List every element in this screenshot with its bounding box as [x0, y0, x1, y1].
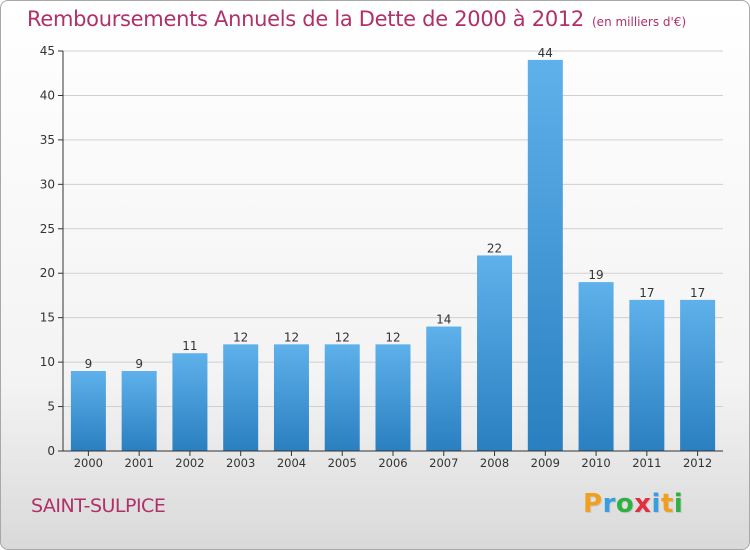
logo-letter: i [673, 489, 684, 519]
chart-title-text: Remboursements Annuels de la Dette de 20… [27, 7, 584, 31]
bar [223, 344, 259, 451]
bar [426, 326, 462, 451]
bar [477, 255, 513, 451]
bar [121, 371, 157, 451]
y-tick-label: 0 [47, 444, 55, 458]
y-tick-label: 30 [40, 177, 55, 191]
bar [527, 59, 563, 452]
bar [578, 282, 614, 451]
y-tick-label: 20 [40, 266, 55, 280]
data-label: 12 [284, 330, 299, 344]
data-label: 12 [385, 330, 400, 344]
logo-letter: o [615, 489, 635, 519]
logo-letter: r [602, 489, 616, 519]
x-tick-label: 2007 [429, 456, 458, 470]
x-tick-label: 2009 [531, 456, 560, 470]
x-tick-label: 2005 [328, 456, 357, 470]
data-label: 12 [233, 330, 248, 344]
bar [70, 371, 106, 451]
x-tick-label: 2011 [632, 456, 661, 470]
proxiti-logo: Proxiti [583, 489, 683, 519]
x-tick-label: 2004 [277, 456, 306, 470]
chart-subtitle: (en milliers d'€) [592, 15, 687, 29]
bar [273, 344, 309, 451]
logo-letter: i [651, 489, 661, 519]
data-label: 22 [487, 241, 502, 255]
y-tick-label: 35 [40, 133, 55, 147]
x-tick-label: 2012 [683, 456, 712, 470]
data-label: 44 [538, 46, 553, 60]
data-label: 17 [639, 286, 654, 300]
bar [680, 299, 716, 451]
bar [324, 344, 360, 451]
x-tick-label: 2001 [125, 456, 154, 470]
bar [629, 299, 665, 451]
data-label: 11 [182, 339, 197, 353]
data-label: 12 [335, 330, 350, 344]
data-label: 9 [85, 357, 93, 371]
bar [172, 353, 208, 451]
y-tick-label: 15 [40, 311, 55, 325]
data-label: 19 [588, 268, 603, 282]
y-tick-label: 5 [47, 400, 55, 414]
x-tick-label: 2002 [175, 456, 204, 470]
y-tick-label: 10 [40, 355, 55, 369]
location-label: SAINT-SULPICE [31, 495, 166, 517]
y-tick-label: 25 [40, 222, 55, 236]
logo-letter: x [634, 489, 652, 519]
data-label: 14 [436, 313, 451, 327]
bar [375, 344, 411, 451]
logo-letter: t [660, 489, 674, 519]
y-tick-label: 45 [40, 44, 55, 58]
x-tick-label: 2008 [480, 456, 509, 470]
y-tick-label: 40 [40, 88, 55, 102]
logo-letter: P [583, 489, 603, 519]
data-label: 9 [135, 357, 143, 371]
x-tick-label: 2003 [226, 456, 255, 470]
chart-title: Remboursements Annuels de la Dette de 20… [27, 7, 686, 31]
data-label: 17 [690, 286, 705, 300]
x-tick-label: 2006 [378, 456, 407, 470]
x-tick-label: 2000 [74, 456, 103, 470]
x-tick-label: 2010 [581, 456, 610, 470]
